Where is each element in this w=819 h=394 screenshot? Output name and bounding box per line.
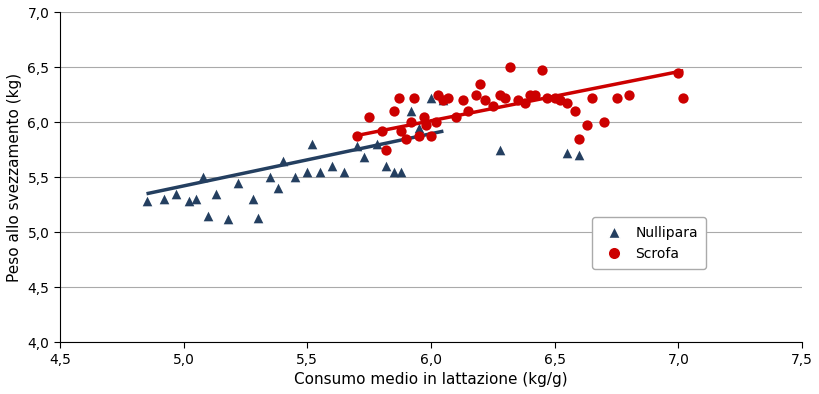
Point [201,213,215,219]
Point [523,92,536,98]
Point [412,125,425,131]
Point [264,174,277,180]
Point [394,169,407,175]
Point [429,119,442,125]
Point [609,95,622,101]
Point [189,196,202,203]
Point [369,141,382,147]
Point [387,169,400,175]
Point [399,136,412,142]
Point [350,132,363,139]
Point [478,97,491,104]
Point [441,95,455,101]
Point [493,92,506,98]
Point [276,158,289,164]
Point [209,191,222,197]
Point [527,92,541,98]
Point [379,163,392,169]
Point [540,95,553,101]
Point [182,198,195,204]
Point [325,163,338,169]
Point [305,141,319,147]
Point [379,147,392,153]
Legend: Nullipara, Scrofa: Nullipara, Scrofa [591,217,705,269]
Point [473,81,486,87]
Point [456,97,469,104]
Point [547,95,560,101]
Point [535,67,548,73]
Point [374,128,387,134]
Point [197,174,210,180]
Point [493,147,506,153]
Point [404,108,417,115]
Point [585,95,598,101]
Point [301,169,314,175]
Point [572,136,586,142]
Y-axis label: Peso allo svezzamento (kg): Peso allo svezzamento (kg) [7,73,22,282]
Point [221,216,234,222]
Point [510,97,523,104]
Point [432,92,445,98]
Point [572,152,586,158]
Point [671,70,684,76]
Point [597,119,610,125]
Point [437,97,450,104]
Point [468,92,482,98]
Point [350,143,363,150]
Point [461,108,474,115]
Point [251,215,264,221]
Point [170,191,183,197]
Point [313,169,326,175]
Point [503,64,516,71]
Point [337,169,351,175]
Point [394,128,407,134]
Point [231,180,244,186]
Point [357,154,370,161]
Point [140,198,153,204]
Point [417,114,430,120]
Point [419,121,432,128]
Point [560,150,573,156]
Point [362,114,375,120]
Point [288,174,301,180]
Point [424,132,437,139]
Point [407,95,420,101]
Point [676,95,689,101]
Point [246,196,259,203]
X-axis label: Consumo medio in lattazione (kg/g): Consumo medio in lattazione (kg/g) [294,372,567,387]
Point [391,95,405,101]
Point [518,99,531,106]
Point [412,132,425,139]
Point [622,92,635,98]
Point [271,185,284,191]
Point [580,121,593,128]
Point [387,108,400,115]
Point [560,99,573,106]
Point [424,95,437,101]
Point [498,95,511,101]
Point [404,119,417,125]
Point [437,97,450,104]
Point [553,97,566,104]
Point [157,196,170,203]
Point [568,108,581,115]
Point [486,103,499,109]
Point [449,114,462,120]
